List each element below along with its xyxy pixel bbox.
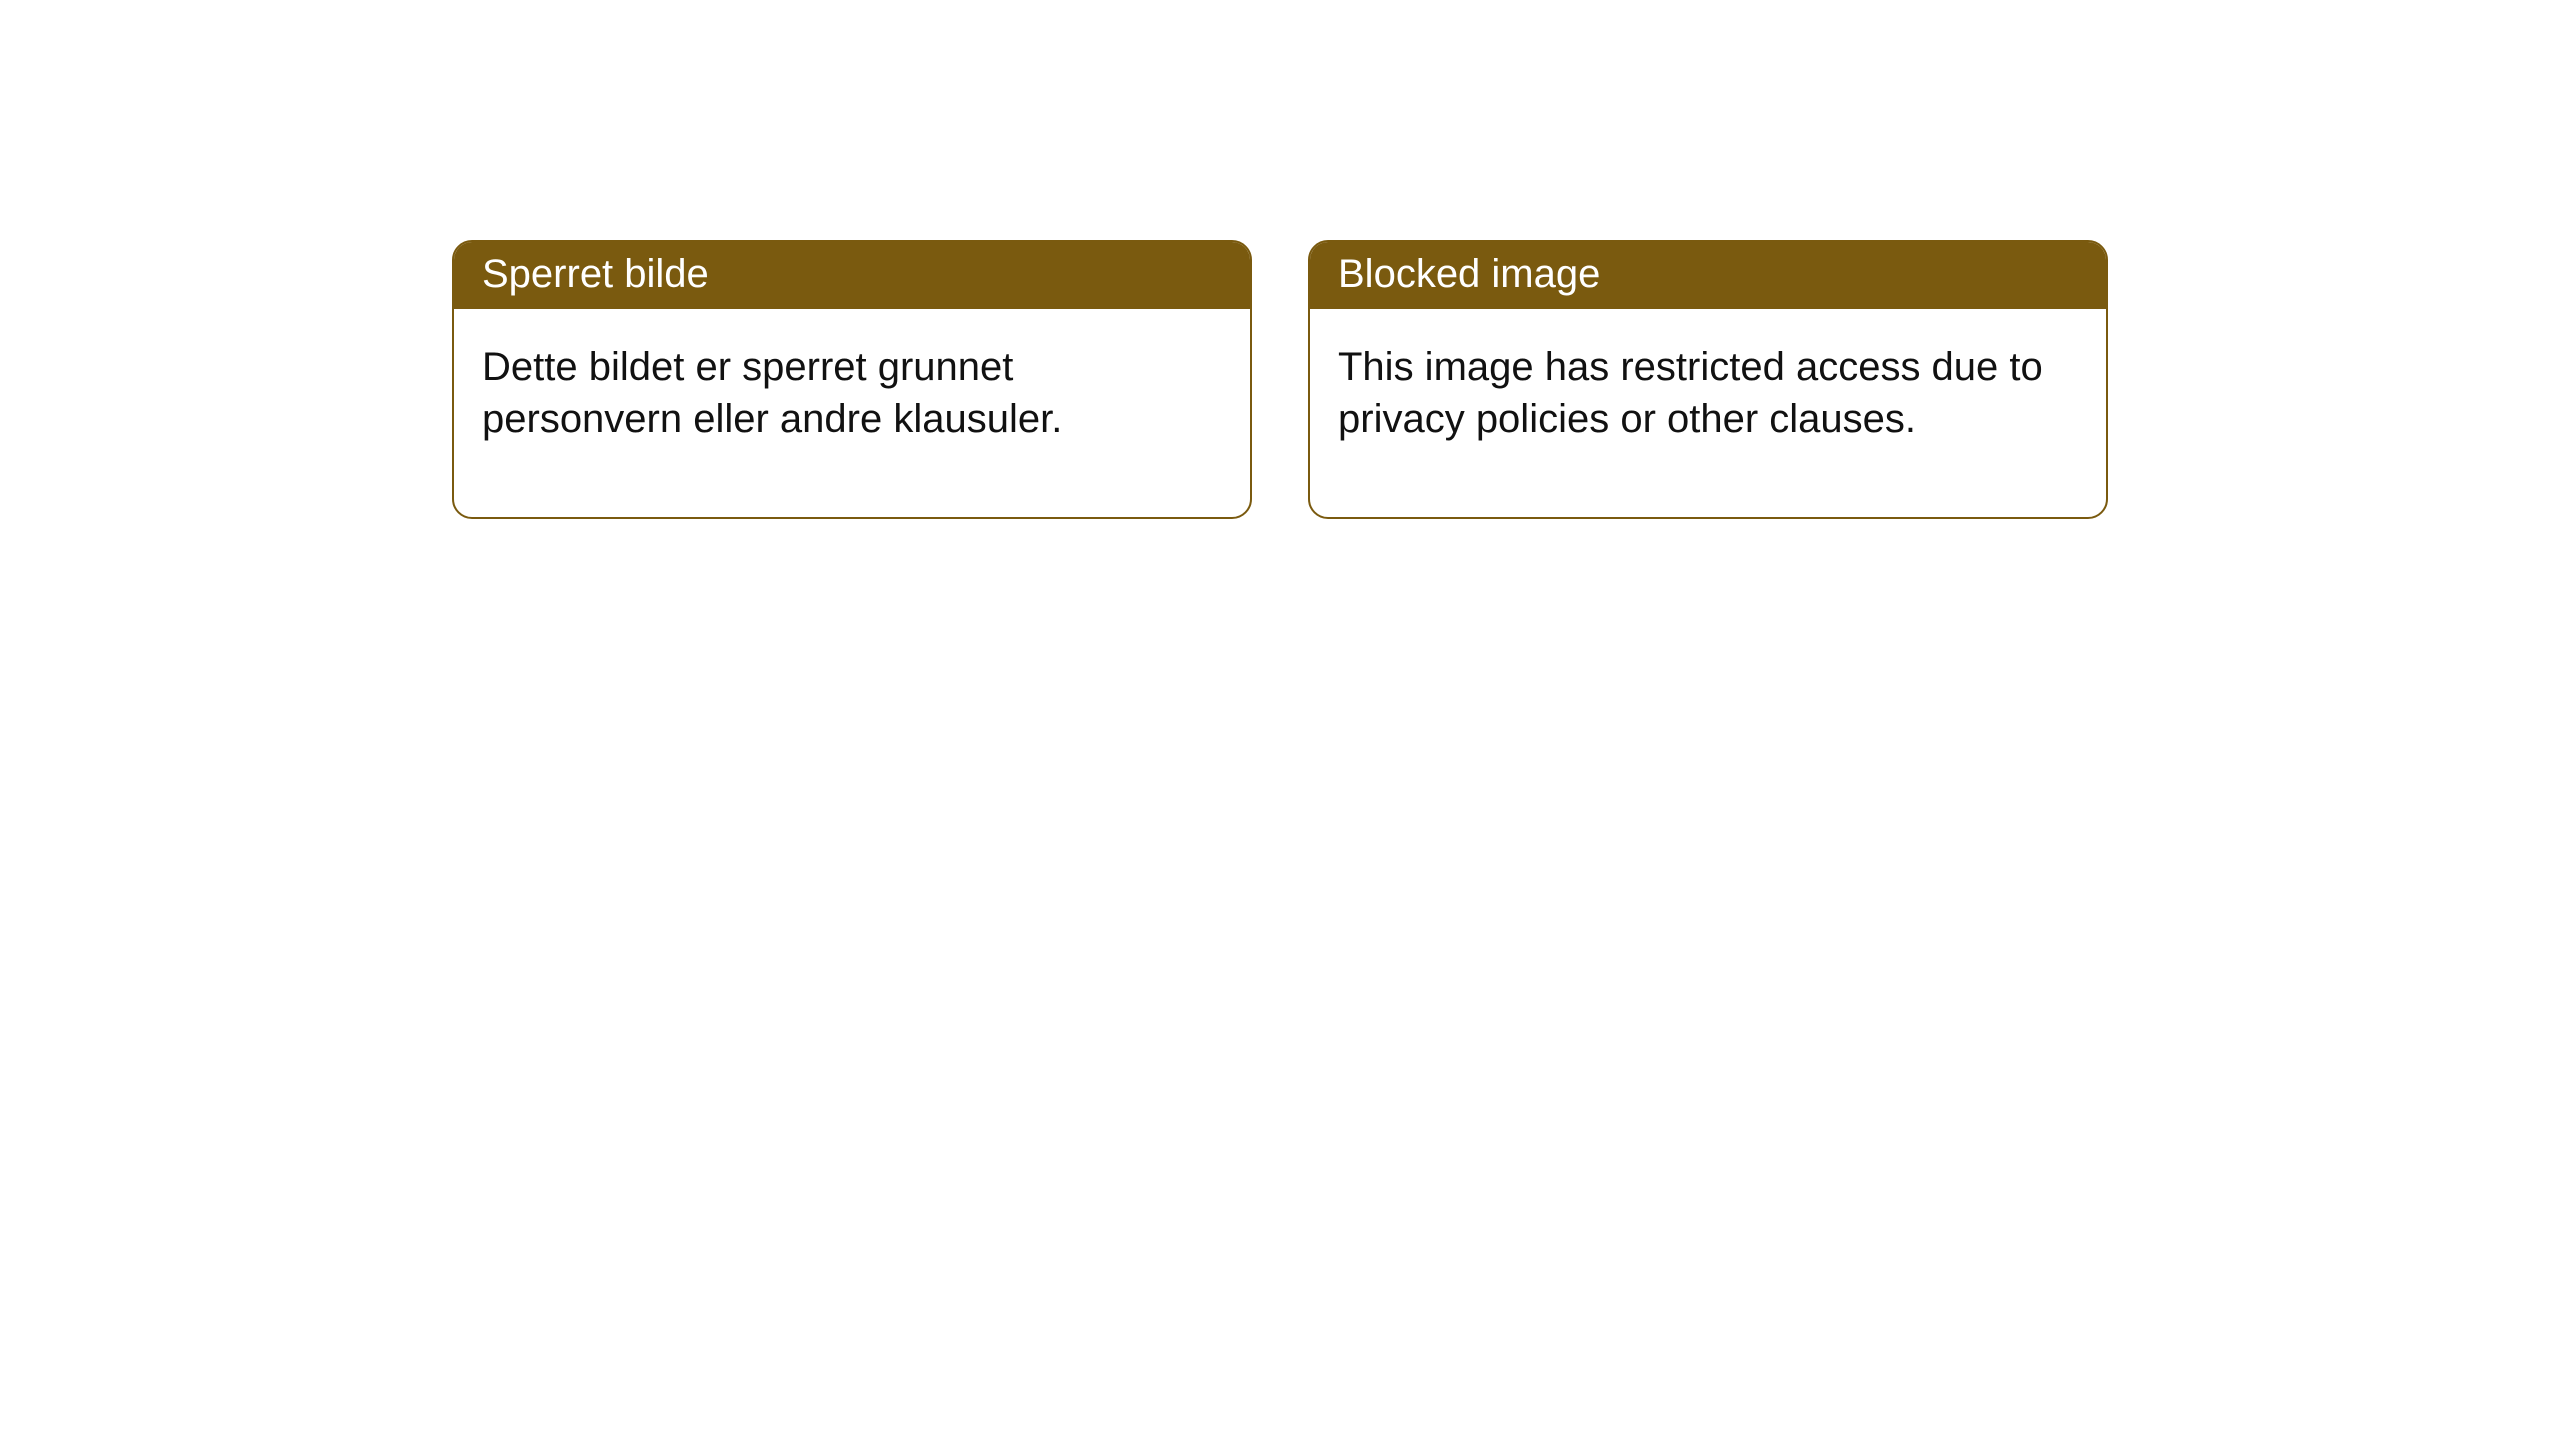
card-body-english: This image has restricted access due to … xyxy=(1310,309,2106,517)
card-norwegian: Sperret bilde Dette bildet er sperret gr… xyxy=(452,240,1252,519)
card-english: Blocked image This image has restricted … xyxy=(1308,240,2108,519)
blocked-image-cards: Sperret bilde Dette bildet er sperret gr… xyxy=(452,240,2108,519)
card-header-norwegian: Sperret bilde xyxy=(454,242,1250,309)
card-header-english: Blocked image xyxy=(1310,242,2106,309)
card-body-norwegian: Dette bildet er sperret grunnet personve… xyxy=(454,309,1250,517)
